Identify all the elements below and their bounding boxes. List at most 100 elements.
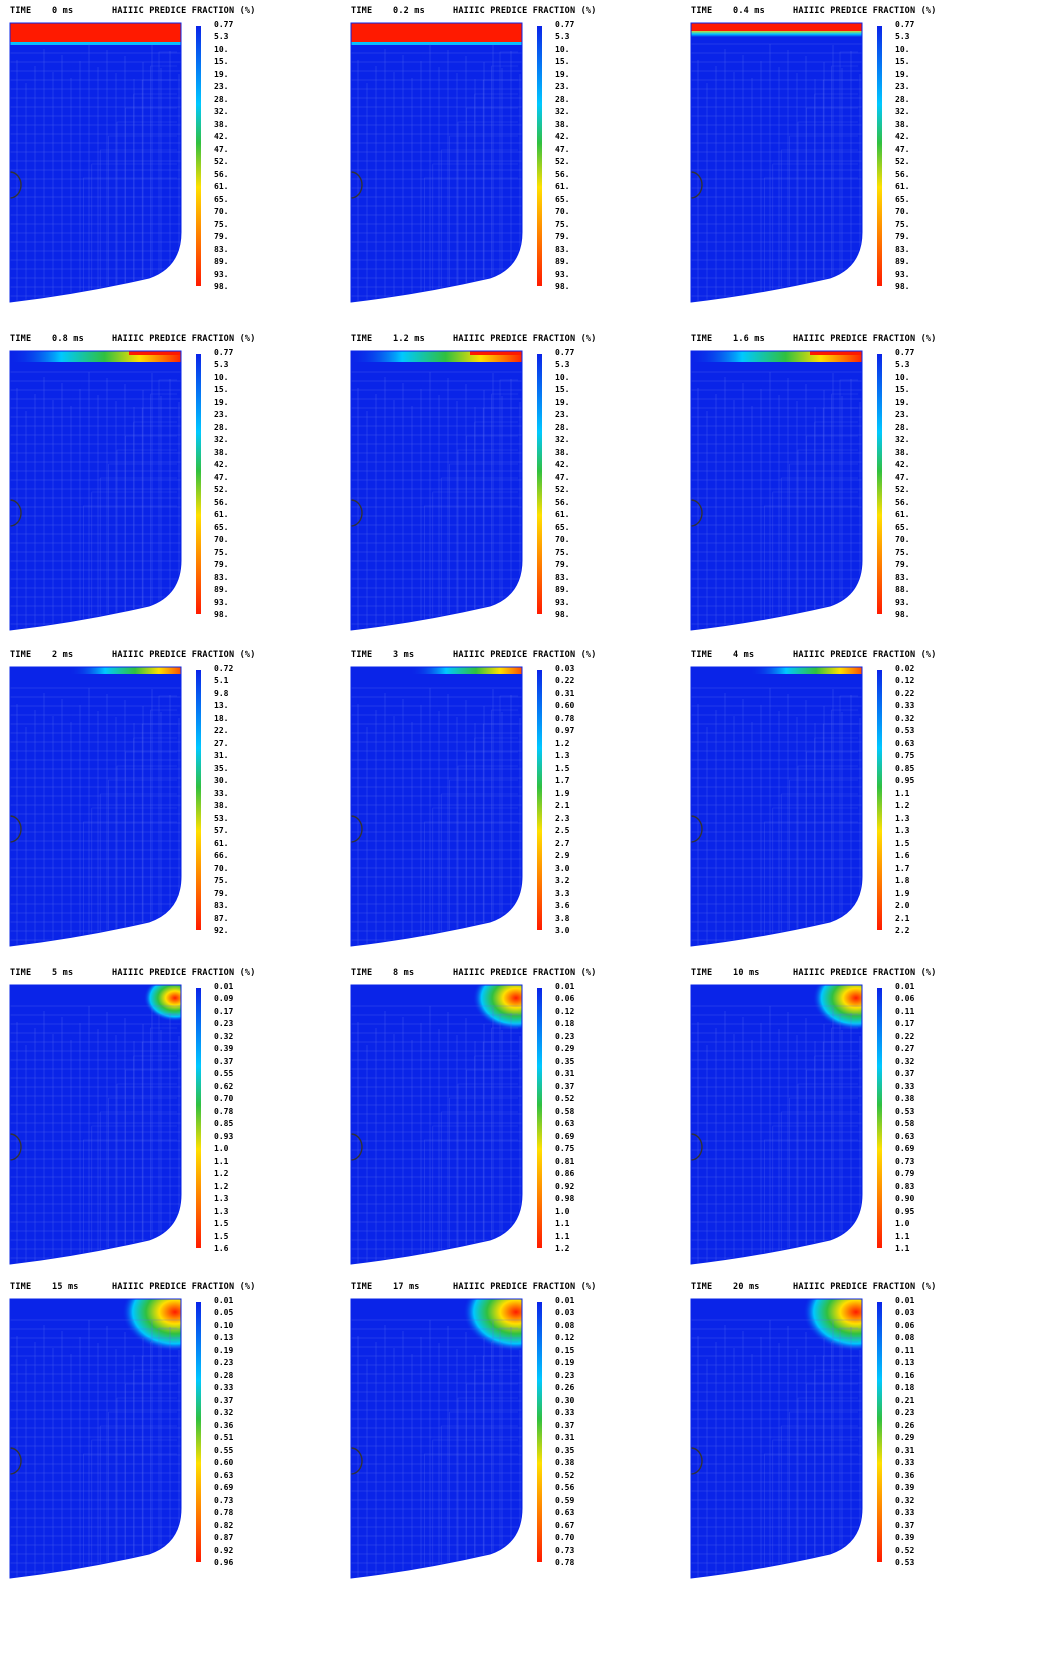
- mesh-contour: [9, 984, 182, 1265]
- contour-panel: TIME 2 ms HAIIIC PREDICE FRACTION (%) 0.72 5…: [0, 646, 350, 976]
- colorbar-tick-label: 70.: [555, 535, 570, 544]
- time-label: TIME: [10, 968, 32, 978]
- time-label: TIME: [691, 968, 713, 978]
- colorbar-tick-label: 70.: [214, 864, 229, 873]
- colorbar-tick-label: 47.: [895, 473, 910, 482]
- mesh-contour: [690, 666, 863, 947]
- colorbar-tick-label: 23.: [895, 410, 910, 419]
- colorbar: [877, 26, 882, 286]
- colorbar-tick-label: 0.12: [895, 676, 915, 685]
- colorbar-tick-label: 0.82: [214, 1521, 234, 1530]
- colorbar-tick-label: 0.15: [555, 1346, 575, 1355]
- mesh-contour: [9, 350, 182, 631]
- colorbar-tick-label: 1.6: [214, 1244, 229, 1253]
- contour-panel: TIME 17 ms HAIIIC PREDICE FRACTION (%) 0.01…: [341, 1278, 691, 1608]
- colorbar-tick-label: 23.: [214, 410, 229, 419]
- colorbar-tick-label: 47.: [895, 145, 910, 154]
- colorbar: [537, 670, 542, 930]
- colorbar-tick-label: 28.: [895, 95, 910, 104]
- colorbar-tick-label: 93.: [214, 598, 229, 607]
- colorbar-tick-label: 0.22: [895, 689, 915, 698]
- colorbar-tick-label: 0.37: [555, 1421, 575, 1430]
- colorbar-tick-label: 0.08: [555, 1321, 575, 1330]
- colorbar-tick-label: 1.5: [214, 1219, 229, 1228]
- colorbar-tick-label: 2.1: [895, 914, 910, 923]
- colorbar-tick-label: 70.: [895, 535, 910, 544]
- panel-title: TIME 17 ms HAIIIC PREDICE FRACTION (%): [351, 1280, 691, 1294]
- colorbar-tick-label: 83.: [895, 245, 910, 254]
- colorbar-tick-label: 5.3: [214, 360, 229, 369]
- colorbar-tick-label: 5.3: [555, 360, 570, 369]
- panel-title: TIME 1.6 ms HAIIIC PREDICE FRACTION (%): [691, 332, 1031, 346]
- colorbar-tick-label: 61.: [214, 839, 229, 848]
- colorbar-tick-label: 1.3: [895, 814, 910, 823]
- colorbar-tick-label: 0.51: [214, 1433, 234, 1442]
- colorbar-tick-label: 75.: [214, 876, 229, 885]
- colorbar-tick-label: 38.: [895, 120, 910, 129]
- contour-panel: TIME 3 ms HAIIIC PREDICE FRACTION (%) 0.03 0…: [341, 646, 691, 976]
- colorbar-tick-label: 98.: [895, 282, 910, 291]
- colorbar-tick-label: 1.2: [555, 739, 570, 748]
- time-label: TIME: [691, 1282, 713, 1292]
- colorbar-tick-label: 0.01: [214, 982, 234, 991]
- colorbar-tick-label: 3.3: [555, 889, 570, 898]
- time-value: 5 ms: [52, 968, 74, 978]
- colorbar-tick-label: 0.16: [895, 1371, 915, 1380]
- colorbar-tick-label: 0.31: [895, 1446, 915, 1455]
- colorbar-tick-label: 2.3: [555, 814, 570, 823]
- colorbar-tick-label: 15.: [555, 57, 570, 66]
- colorbar-tick-label: 75.: [895, 548, 910, 557]
- colorbar-tick-label: 38.: [214, 801, 229, 810]
- colorbar-tick-label: 65.: [895, 195, 910, 204]
- colorbar-tick-label: 0.39: [895, 1483, 915, 1492]
- mesh-contour: [9, 22, 182, 303]
- colorbar-tick-label: 0.77: [214, 348, 234, 357]
- quantity-label: HAIIIC PREDICE FRACTION (%): [793, 334, 937, 344]
- colorbar-tick-label: 98.: [214, 610, 229, 619]
- colorbar-tick-label: 56.: [555, 170, 570, 179]
- colorbar-tick-label: 83.: [214, 573, 229, 582]
- mesh-contour: [350, 22, 523, 303]
- colorbar-tick-label: 1.5: [555, 764, 570, 773]
- colorbar-tick-label: 0.67: [555, 1521, 575, 1530]
- colorbar-tick-label: 61.: [214, 182, 229, 191]
- colorbar-tick-label: 56.: [555, 498, 570, 507]
- colorbar-tick-label: 0.52: [555, 1471, 575, 1480]
- colorbar-tick-label: 52.: [555, 157, 570, 166]
- colorbar-tick-label: 0.58: [895, 1119, 915, 1128]
- colorbar-tick-label: 0.12: [555, 1333, 575, 1342]
- colorbar-tick-label: 93.: [895, 598, 910, 607]
- colorbar-tick-label: 0.78: [214, 1508, 234, 1517]
- colorbar-tick-label: 47.: [214, 473, 229, 482]
- colorbar-tick-label: 1.9: [895, 889, 910, 898]
- colorbar-tick-label: 10.: [895, 45, 910, 54]
- colorbar-tick-label: 0.83: [895, 1182, 915, 1191]
- colorbar-tick-label: 0.79: [895, 1169, 915, 1178]
- colorbar-tick-label: 0.11: [895, 1346, 915, 1355]
- time-label: TIME: [10, 650, 32, 660]
- colorbar-tick-label: 0.22: [895, 1032, 915, 1041]
- colorbar-tick-label: 1.2: [895, 801, 910, 810]
- colorbar-tick-label: 0.63: [895, 739, 915, 748]
- colorbar-tick-label: 5.3: [555, 32, 570, 41]
- colorbar-tick-label: 52.: [895, 157, 910, 166]
- mesh-contour: [690, 22, 863, 303]
- colorbar-tick-label: 0.37: [214, 1057, 234, 1066]
- colorbar-tick-label: 1.3: [214, 1194, 229, 1203]
- colorbar-tick-label: 1.8: [895, 876, 910, 885]
- colorbar-tick-label: 28.: [895, 423, 910, 432]
- quantity-label: HAIIIC PREDICE FRACTION (%): [112, 334, 256, 344]
- colorbar-tick-label: 3.0: [555, 864, 570, 873]
- colorbar-tick-label: 0.63: [895, 1132, 915, 1141]
- colorbar-tick-label: 15.: [214, 57, 229, 66]
- colorbar-tick-label: 38.: [555, 448, 570, 457]
- colorbar-tick-label: 56.: [214, 170, 229, 179]
- colorbar-tick-label: 92.: [214, 926, 229, 935]
- colorbar-tick-label: 98.: [214, 282, 229, 291]
- colorbar-tick-label: 1.1: [895, 1244, 910, 1253]
- colorbar-tick-label: 0.93: [214, 1132, 234, 1141]
- colorbar-tick-label: 1.1: [555, 1232, 570, 1241]
- colorbar-tick-label: 0.92: [555, 1182, 575, 1191]
- colorbar-tick-label: 57.: [214, 826, 229, 835]
- colorbar-tick-label: 3.8: [555, 914, 570, 923]
